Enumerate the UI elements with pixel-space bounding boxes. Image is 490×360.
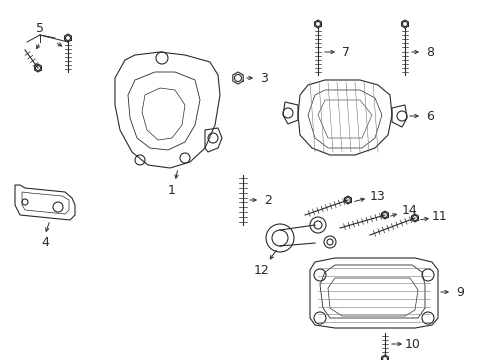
Text: 11: 11: [432, 210, 448, 222]
Text: 4: 4: [41, 235, 49, 248]
Text: 8: 8: [426, 45, 434, 58]
Text: 13: 13: [370, 189, 386, 202]
Text: 7: 7: [342, 45, 350, 58]
Text: 2: 2: [264, 194, 272, 207]
Text: 10: 10: [405, 338, 421, 351]
Text: 5: 5: [36, 22, 44, 35]
Text: 6: 6: [426, 109, 434, 122]
Text: 1: 1: [168, 184, 176, 197]
Text: 12: 12: [254, 264, 270, 276]
Text: 9: 9: [456, 285, 464, 298]
Text: 3: 3: [260, 72, 268, 85]
Text: 14: 14: [402, 204, 418, 217]
